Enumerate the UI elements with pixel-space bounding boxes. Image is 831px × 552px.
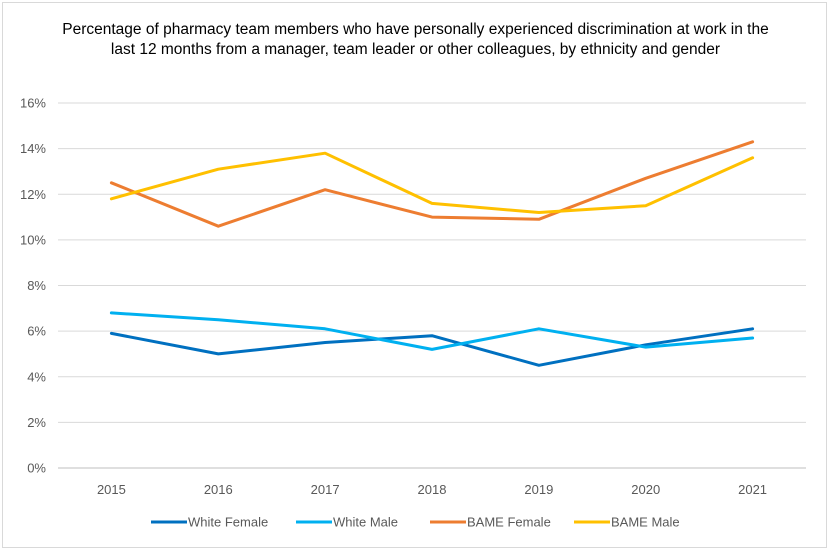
y-tick-label: 8%: [27, 278, 46, 293]
legend-label: BAME Male: [611, 515, 680, 530]
y-tick-label: 14%: [20, 141, 46, 156]
gridlines: [58, 102, 806, 469]
x-tick-label: 2019: [524, 482, 553, 497]
legend-label: BAME Female: [467, 515, 551, 530]
series-line-white-female: [109, 327, 755, 367]
x-tick-label: 2018: [418, 482, 447, 497]
x-tick-label: 2016: [204, 482, 233, 497]
x-tick-label: 2015: [97, 482, 126, 497]
y-tick-label: 0%: [27, 461, 46, 476]
chart-title: Percentage of pharmacy team members who …: [62, 21, 769, 58]
series-lines: [109, 140, 755, 367]
series-line-white-male: [109, 311, 755, 351]
legend-label: White Female: [188, 515, 268, 530]
y-tick-label: 6%: [27, 324, 46, 339]
x-axis-ticks: 2015 2016 2017 2018 2019 2020 2021: [97, 482, 767, 497]
y-axis-ticks: 0% 2% 4% 6% 8% 10% 12% 14% 16%: [20, 96, 46, 476]
y-tick-label: 4%: [27, 369, 46, 384]
series-line-bame-female: [109, 140, 755, 228]
series-line-bame-male: [109, 151, 755, 214]
y-tick-label: 2%: [27, 415, 46, 430]
y-tick-label: 10%: [20, 232, 46, 247]
y-tick-label: 12%: [20, 187, 46, 202]
x-tick-label: 2017: [311, 482, 340, 497]
x-tick-label: 2021: [738, 482, 767, 497]
legend-label: White Male: [333, 515, 398, 530]
legend: White Female White Male BAME Female BAME Ma…: [151, 515, 680, 530]
x-tick-label: 2020: [631, 482, 660, 497]
y-tick-label: 16%: [20, 96, 46, 111]
